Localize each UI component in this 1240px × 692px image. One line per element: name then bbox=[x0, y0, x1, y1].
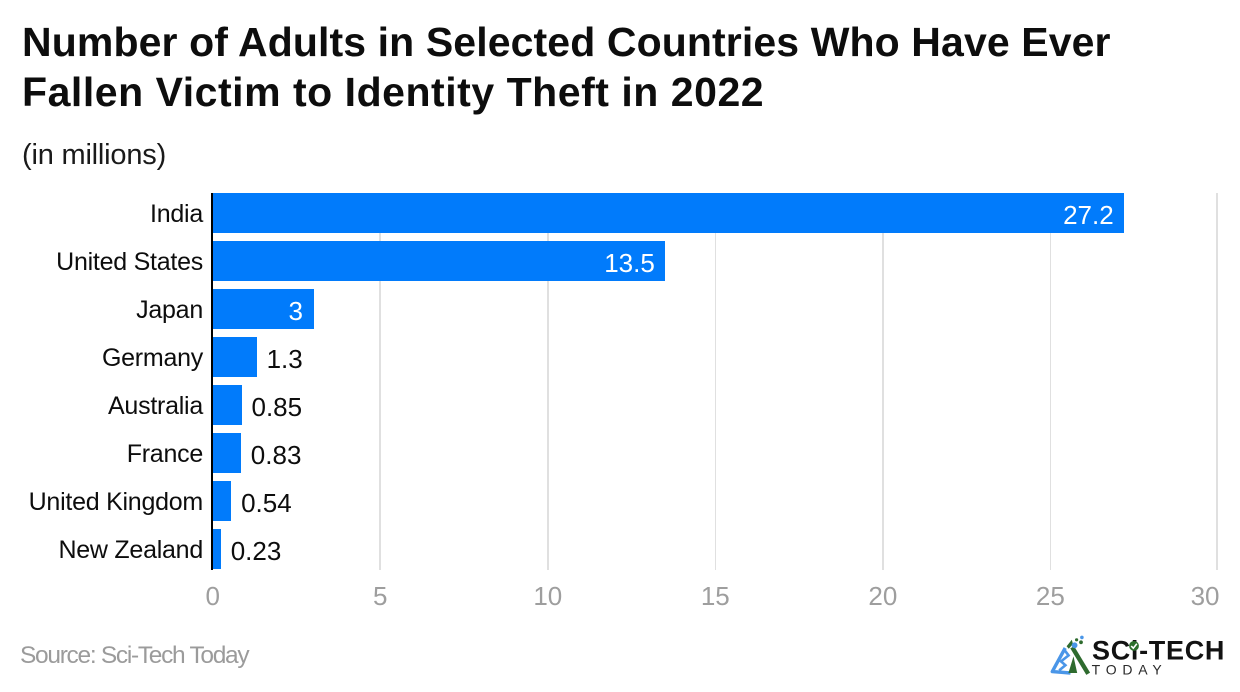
svg-text:TODAY: TODAY bbox=[1092, 662, 1168, 678]
svg-text:SCi-TECH: SCi-TECH bbox=[1092, 636, 1225, 666]
